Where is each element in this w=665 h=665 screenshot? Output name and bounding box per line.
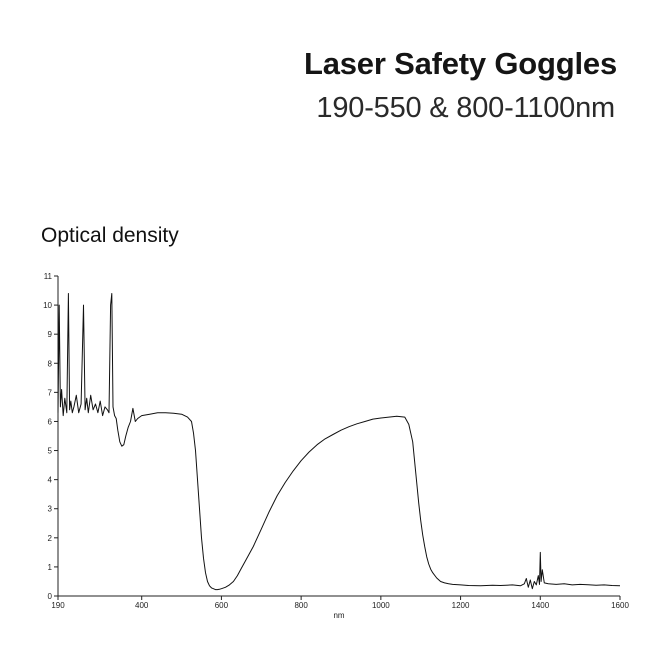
y-tick-label: 3 <box>48 505 53 514</box>
x-tick-label: 600 <box>215 601 229 610</box>
y-tick-label: 6 <box>48 417 53 426</box>
x-tick-label: 190 <box>51 601 65 610</box>
series-line <box>57 293 621 591</box>
x-tick-label: 1400 <box>531 601 549 610</box>
y-tick-label: 1 <box>48 563 53 572</box>
y-axis-label: Optical density <box>41 224 179 247</box>
x-tick-label: 400 <box>135 601 149 610</box>
chart-series <box>57 293 621 591</box>
chart-subtitle: 190-550 & 800-1100nm <box>316 92 615 124</box>
x-tick-label: 800 <box>294 601 308 610</box>
y-tick-label: 10 <box>43 301 52 310</box>
x-tick-label: 1000 <box>372 601 390 610</box>
x-tick-label: 1200 <box>452 601 470 610</box>
y-tick-label: 11 <box>44 272 53 281</box>
y-tick-label: 0 <box>48 592 53 601</box>
y-tick-label: 2 <box>48 534 53 543</box>
y-tick-label: 5 <box>48 447 53 456</box>
x-tick-label: 1600 <box>611 601 629 610</box>
y-tick-label: 8 <box>48 359 53 368</box>
chart-title: Laser Safety Goggles <box>303 46 617 81</box>
y-tick-label: 7 <box>48 388 53 397</box>
chart-axes: 0 1 2 3 4 5 6 7 8 9 10 11 190 400 600 800 1000 1200 1400 16… <box>43 272 629 620</box>
y-tick-label: 4 <box>48 476 53 485</box>
x-axis-title: nm <box>333 611 344 620</box>
y-tick-label: 9 <box>48 330 53 339</box>
